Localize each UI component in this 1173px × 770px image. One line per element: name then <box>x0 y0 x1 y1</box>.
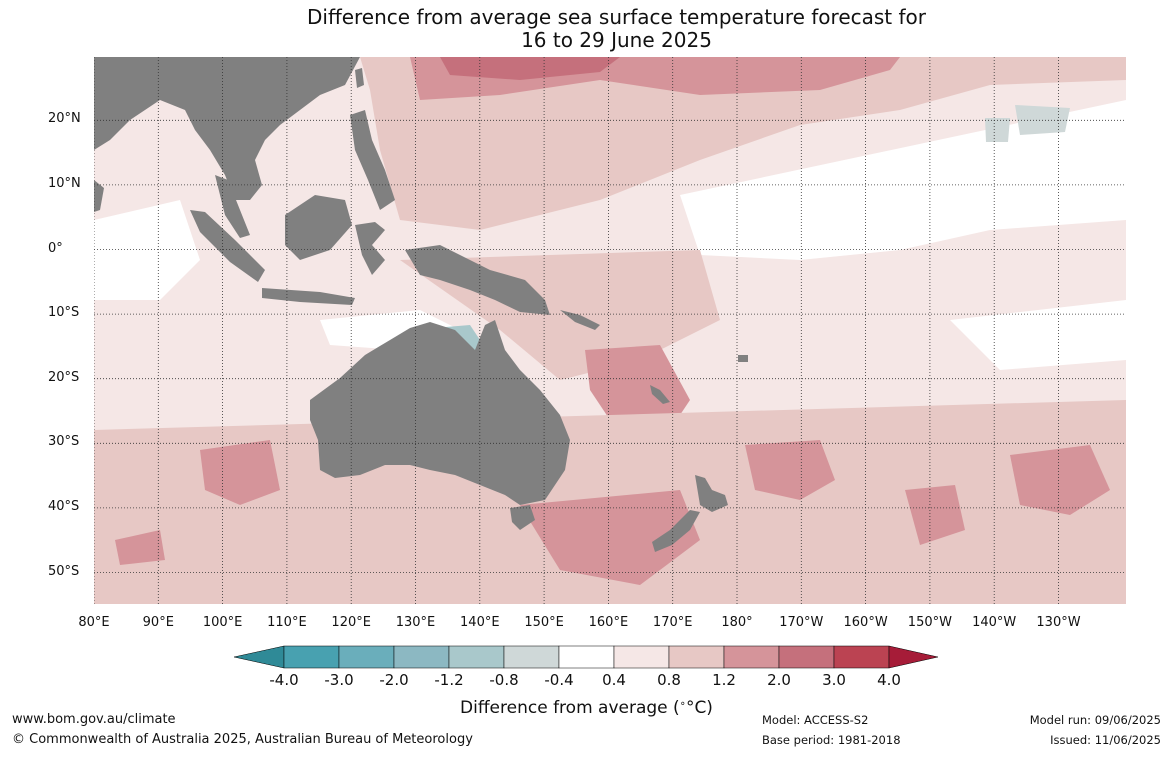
neutral-area-north-pacific <box>680 100 1126 260</box>
colorbar-arrow-low <box>233 645 285 669</box>
anomaly-patch-south-pacific-1 <box>745 440 835 500</box>
land-sulawesi <box>355 222 385 275</box>
anomaly-patch-coral-sea <box>585 345 690 430</box>
colorbar-segment <box>338 645 395 669</box>
gridlines <box>94 57 1126 604</box>
colorbar-tick-label: 0.4 <box>602 671 626 689</box>
longitude-label: 110°E <box>267 615 307 630</box>
land-australia <box>310 320 570 505</box>
colorbar-segment <box>393 645 450 669</box>
footer-model-run: Model run: 09/06/2025 <box>1029 713 1161 727</box>
colorbar-tick-label: 2.0 <box>767 671 791 689</box>
land-india-tip <box>94 180 104 212</box>
anomaly-patch-tasman <box>520 490 700 585</box>
land-new-zealand-north <box>695 475 728 512</box>
longitude-label: 150°E <box>524 615 564 630</box>
longitude-label: 130°W <box>1036 615 1081 630</box>
land-malay-peninsula <box>215 175 250 238</box>
colorbar-tick-label: 0.8 <box>657 671 681 689</box>
land-new-guinea <box>405 245 550 315</box>
latitude-label: 30°S <box>48 434 80 450</box>
cool-patch-east <box>985 118 1010 142</box>
land-new-zealand-south <box>652 510 700 552</box>
neutral-area-east-pacific <box>950 300 1126 370</box>
longitude-label: 140°E <box>460 615 500 630</box>
colorbar-tick-label: -1.2 <box>434 671 464 689</box>
longitude-label: 180° <box>721 615 753 630</box>
longitude-label: 170°E <box>652 615 693 630</box>
latitude-label: 10°N <box>48 175 81 191</box>
land-taiwan <box>355 68 364 88</box>
land-philippines <box>350 110 395 210</box>
land-sumatra <box>190 210 265 282</box>
colorbar-segment <box>723 645 780 669</box>
longitude-label: 120°E <box>331 615 371 630</box>
land-borneo <box>285 195 352 260</box>
anomaly-patch-south-indian <box>200 440 280 505</box>
land-masses <box>94 57 748 552</box>
anomaly-patch-south-west <box>115 530 165 565</box>
colorbar-tick-label: -3.0 <box>324 671 354 689</box>
land-fiji <box>738 355 748 362</box>
longitude-label: 170°W <box>779 615 824 630</box>
map-title-line2: 16 to 29 June 2025 <box>521 28 712 52</box>
colorbar-segment <box>558 645 615 669</box>
colorbar-title-unit: °C) <box>685 698 713 718</box>
latitude-label: 50°S <box>48 563 80 579</box>
colorbar-tick-label: 1.2 <box>712 671 736 689</box>
longitude-label: 80°E <box>78 615 110 630</box>
neutral-area-indian <box>94 200 200 300</box>
land-tasmania <box>510 505 535 530</box>
longitude-label: 160°E <box>588 615 629 630</box>
land-java <box>262 288 355 305</box>
land-solomon-islands <box>560 310 600 330</box>
colorbar-tick-label: -2.0 <box>379 671 409 689</box>
colorbar-arrow-high <box>888 645 939 669</box>
footer-base-period: Base period: 1981-2018 <box>762 733 901 747</box>
colorbar-segment <box>503 645 560 669</box>
colorbar-tick-label: -4.0 <box>269 671 299 689</box>
colorbar-title-text: Difference from average ( <box>460 698 680 718</box>
colorbar-segment <box>448 645 505 669</box>
colorbar-tick-label: -0.8 <box>489 671 519 689</box>
latitude-label: 10°S <box>48 305 80 321</box>
longitude-label: 150°W <box>907 615 952 630</box>
latitude-label: 20°S <box>48 369 80 385</box>
map-plot-area <box>94 57 1126 604</box>
colorbar-title: Difference from average (∘°C) <box>460 698 713 718</box>
latitude-label: 20°N <box>48 111 81 127</box>
longitude-label: 90°E <box>142 615 174 630</box>
colorbar <box>233 645 939 669</box>
colorbar-segment <box>833 645 890 669</box>
colorbar-tick-label: 4.0 <box>877 671 901 689</box>
footer-url[interactable]: www.bom.gov.au/climate <box>12 712 176 727</box>
land-new-caledonia <box>650 385 670 404</box>
map-title-line1: Difference from average sea surface temp… <box>306 5 926 29</box>
anomaly-band-north-pacific <box>360 57 1126 230</box>
colorbar-tick-label: 3.0 <box>822 671 846 689</box>
colorbar-segment <box>283 645 340 669</box>
footer-issued: Issued: 11/06/2025 <box>1050 733 1161 747</box>
anomaly-patch-south-pacific-2 <box>1010 445 1110 515</box>
footer-copyright: © Commonwealth of Australia 2025, Austra… <box>12 732 473 747</box>
anomaly-patch-south-pacific-3 <box>905 485 965 545</box>
land-asia <box>94 57 360 200</box>
longitude-label: 130°E <box>395 615 436 630</box>
colorbar-segment <box>668 645 725 669</box>
anomaly-band-north-pacific-core <box>440 57 620 80</box>
longitude-label: 160°W <box>843 615 888 630</box>
colorbar-segment <box>778 645 835 669</box>
colorbar-tick-label: -0.4 <box>544 671 574 689</box>
colorbar-segment <box>613 645 670 669</box>
longitude-label: 100°E <box>202 615 243 630</box>
longitude-label: 140°W <box>972 615 1017 630</box>
latitude-label: 0° <box>48 240 63 256</box>
latitude-label: 40°S <box>48 498 80 514</box>
footer-model: Model: ACCESS-S2 <box>762 713 869 727</box>
